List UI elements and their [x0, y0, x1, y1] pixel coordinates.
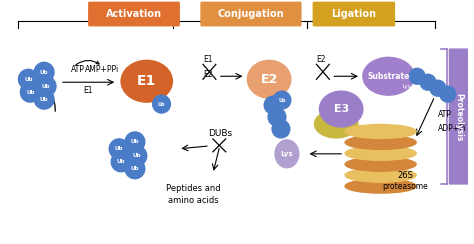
Circle shape: [430, 80, 446, 96]
Circle shape: [127, 146, 147, 166]
Text: Ub: Ub: [131, 139, 139, 144]
Ellipse shape: [121, 60, 173, 102]
Text: Ub: Ub: [115, 146, 123, 151]
Text: Ub: Ub: [131, 166, 139, 171]
Text: Activation: Activation: [106, 9, 162, 19]
Ellipse shape: [363, 57, 414, 95]
Text: Peptides and: Peptides and: [166, 184, 220, 193]
Text: Ub: Ub: [26, 90, 35, 95]
Circle shape: [125, 159, 145, 179]
Text: Conjugation: Conjugation: [218, 9, 284, 19]
Text: Ub: Ub: [117, 159, 125, 164]
Circle shape: [264, 96, 282, 114]
Circle shape: [440, 86, 456, 102]
Text: E1: E1: [203, 55, 213, 64]
Text: Ub: Ub: [278, 98, 286, 103]
Circle shape: [153, 95, 171, 113]
Circle shape: [420, 74, 436, 90]
Text: Ub: Ub: [133, 153, 141, 158]
Text: Ub: Ub: [40, 70, 48, 75]
Text: 26S: 26S: [397, 171, 413, 180]
Ellipse shape: [319, 91, 363, 127]
FancyArrowPatch shape: [76, 61, 99, 65]
FancyArrowPatch shape: [39, 89, 55, 111]
Circle shape: [34, 62, 54, 82]
Ellipse shape: [345, 124, 416, 138]
FancyBboxPatch shape: [313, 2, 395, 26]
Ellipse shape: [345, 157, 416, 171]
Ellipse shape: [345, 179, 416, 193]
Text: ATP: ATP: [438, 110, 452, 119]
FancyBboxPatch shape: [201, 2, 301, 26]
FancyBboxPatch shape: [88, 2, 180, 26]
Ellipse shape: [247, 60, 291, 98]
Text: Ligation: Ligation: [331, 9, 376, 19]
Circle shape: [273, 91, 291, 109]
Text: E3: E3: [334, 104, 349, 114]
Text: E2: E2: [203, 70, 213, 79]
Circle shape: [125, 132, 145, 152]
Circle shape: [36, 76, 56, 96]
Text: AMP+PPi: AMP+PPi: [85, 65, 119, 74]
Circle shape: [111, 152, 131, 172]
Text: E2: E2: [261, 73, 278, 86]
Ellipse shape: [345, 168, 416, 182]
Text: amino acids: amino acids: [168, 196, 219, 205]
Text: ATP: ATP: [71, 65, 84, 74]
Ellipse shape: [275, 140, 299, 168]
Circle shape: [20, 82, 40, 102]
Circle shape: [409, 68, 425, 84]
Text: E1: E1: [137, 74, 156, 88]
Text: DUBs: DUBs: [208, 129, 232, 138]
Text: E2: E2: [317, 55, 326, 64]
Text: ADP+Pi: ADP+Pi: [438, 124, 467, 133]
Text: Lys: Lys: [403, 84, 411, 89]
Ellipse shape: [345, 146, 416, 160]
Circle shape: [272, 120, 290, 138]
Ellipse shape: [345, 135, 416, 149]
Text: Substrate: Substrate: [367, 72, 410, 81]
Circle shape: [268, 108, 286, 126]
Text: Lys: Lys: [281, 151, 293, 157]
FancyBboxPatch shape: [449, 48, 468, 185]
Text: Ub: Ub: [40, 97, 48, 102]
Text: Proteolysis: Proteolysis: [454, 93, 463, 141]
Circle shape: [18, 69, 38, 89]
Ellipse shape: [315, 110, 358, 138]
Text: Ub: Ub: [24, 77, 33, 82]
Text: proteasome: proteasome: [383, 182, 428, 191]
Circle shape: [109, 139, 129, 159]
Circle shape: [34, 89, 54, 109]
Text: E1: E1: [83, 86, 92, 95]
Text: Ub: Ub: [42, 84, 50, 89]
Text: Ub: Ub: [158, 102, 165, 107]
